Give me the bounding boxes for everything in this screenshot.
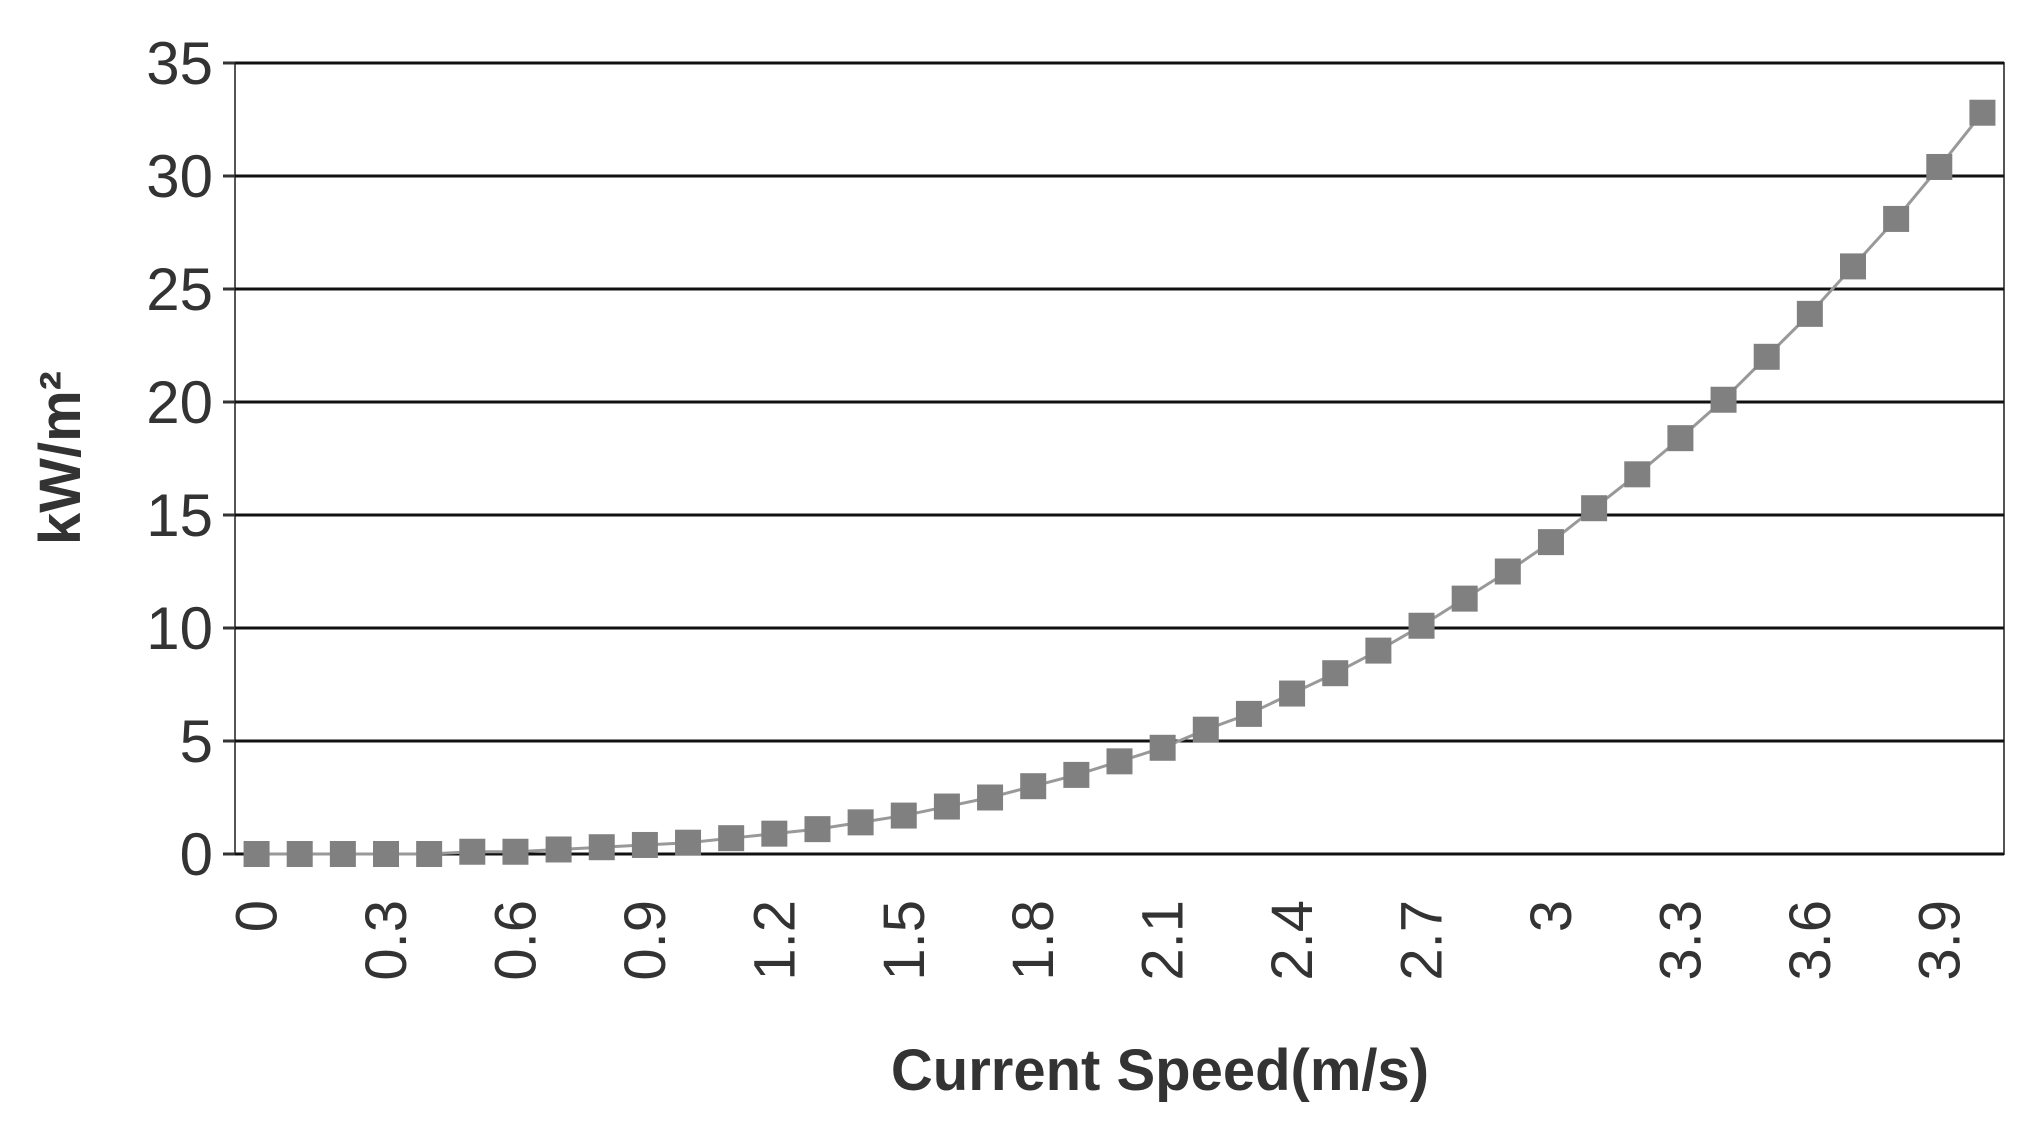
marker [1969,99,1996,126]
marker [1710,386,1737,413]
marker [1537,529,1564,556]
marker [718,825,745,852]
marker [545,836,572,863]
x-tick-label: 0.6 [483,900,548,981]
marker [1020,773,1047,800]
marker [804,816,831,843]
plot-area [234,62,2005,855]
marker [761,820,788,847]
marker [1796,300,1823,327]
marker [1624,461,1651,488]
marker [588,834,615,861]
marker [933,793,960,820]
marker [1883,205,1910,232]
marker [416,841,443,867]
x-tick-label: 3 [1519,900,1584,932]
marker [329,841,356,867]
marker [1408,612,1435,639]
marker [675,829,702,856]
y-tick-label: 5 [180,708,213,775]
y-tick-label: 15 [146,482,213,549]
marker [459,838,486,865]
marker [1365,637,1392,664]
marker [1192,716,1219,743]
marker [1753,343,1780,370]
marker [1063,761,1090,788]
marker [1279,680,1306,707]
marker [1322,660,1349,687]
marker [847,809,874,836]
marker [1149,734,1176,761]
y-axis-title: kW/m² [28,371,93,545]
x-tick-label: 2.1 [1131,900,1196,981]
y-tick-label: 25 [146,256,213,323]
series-line [256,111,1984,856]
marker [373,841,400,867]
marker [890,802,917,829]
marker [243,841,270,867]
y-tick-label: 20 [146,369,213,436]
marker [502,838,529,865]
marker [1581,495,1608,522]
x-tick-label: 0.3 [354,900,419,981]
x-tick-label: 1.5 [872,900,937,981]
y-tick-label: 10 [146,595,213,662]
y-tick-label: 0 [180,821,213,888]
x-tick-label: 3.6 [1778,900,1843,981]
marker [1667,425,1694,452]
marker [1235,700,1262,727]
marker [1926,153,1953,180]
x-tick-label: 3.9 [1907,900,1972,981]
marker [1839,253,1866,280]
x-tick-label: 2.4 [1260,900,1325,981]
x-tick-label: 1.2 [742,900,807,981]
marker [1494,558,1521,585]
marker [1451,585,1478,612]
x-tick-label: 0 [225,900,290,932]
y-tick-label: 30 [146,143,213,210]
marker [1106,748,1133,775]
marker [286,841,313,867]
x-axis-title: Current Speed(m/s) [891,1038,1429,1103]
x-tick-label: 0.9 [613,900,678,981]
marker [977,784,1004,811]
x-tick-label: 2.7 [1390,900,1455,981]
y-tick-label: 35 [146,30,213,97]
marker [631,831,658,858]
x-tick-label: 3.3 [1648,900,1713,981]
x-tick-label: 1.8 [1001,900,1066,981]
